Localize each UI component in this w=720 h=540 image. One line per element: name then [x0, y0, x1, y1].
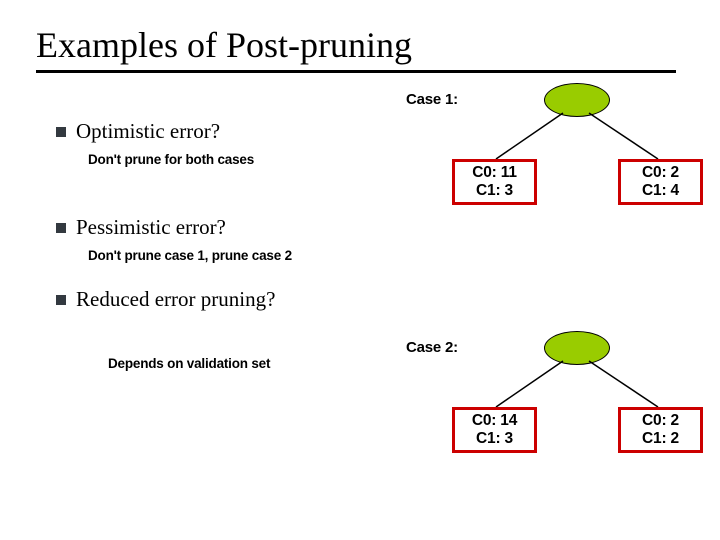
case2-right-leaf: C0: 2 C1: 2	[618, 407, 703, 453]
leaf-line1: C0: 14	[472, 412, 517, 430]
leaf-line1: C0: 2	[642, 164, 679, 182]
page-title: Examples of Post-pruning	[36, 24, 684, 66]
bullet-text: Optimistic error?	[76, 119, 220, 144]
bullet-note: Depends on validation set	[108, 356, 376, 371]
bullet-square-icon	[56, 127, 66, 137]
leaf-line1: C0: 2	[642, 412, 679, 430]
case1-right-leaf: C0: 2 C1: 4	[618, 159, 703, 205]
bullet-reduced: Reduced error pruning?	[56, 287, 376, 312]
leaf-line1: C0: 11	[472, 164, 516, 182]
bullet-square-icon	[56, 295, 66, 305]
slide: Examples of Post-pruning Optimistic erro…	[0, 0, 720, 540]
leaf-line2: C1: 3	[476, 182, 513, 200]
bullet-note: Don't prune case 1, prune case 2	[88, 248, 376, 263]
bullet-text: Reduced error pruning?	[76, 287, 275, 312]
leaf-line2: C1: 3	[476, 430, 513, 448]
leaf-line2: C1: 4	[642, 182, 679, 200]
leaf-line2: C1: 2	[642, 430, 679, 448]
bullet-square-icon	[56, 223, 66, 233]
bullet-pessimistic: Pessimistic error?	[56, 215, 376, 240]
bullet-text: Pessimistic error?	[76, 215, 226, 240]
bullet-optimistic: Optimistic error?	[56, 119, 376, 144]
case2-left-leaf: C0: 14 C1: 3	[452, 407, 537, 453]
case1-left-leaf: C0: 11 C1: 3	[452, 159, 537, 205]
content-area: Optimistic error? Don't prune for both c…	[36, 73, 684, 503]
bullet-note: Don't prune for both cases	[88, 152, 376, 167]
bullet-list: Optimistic error? Don't prune for both c…	[56, 119, 376, 371]
